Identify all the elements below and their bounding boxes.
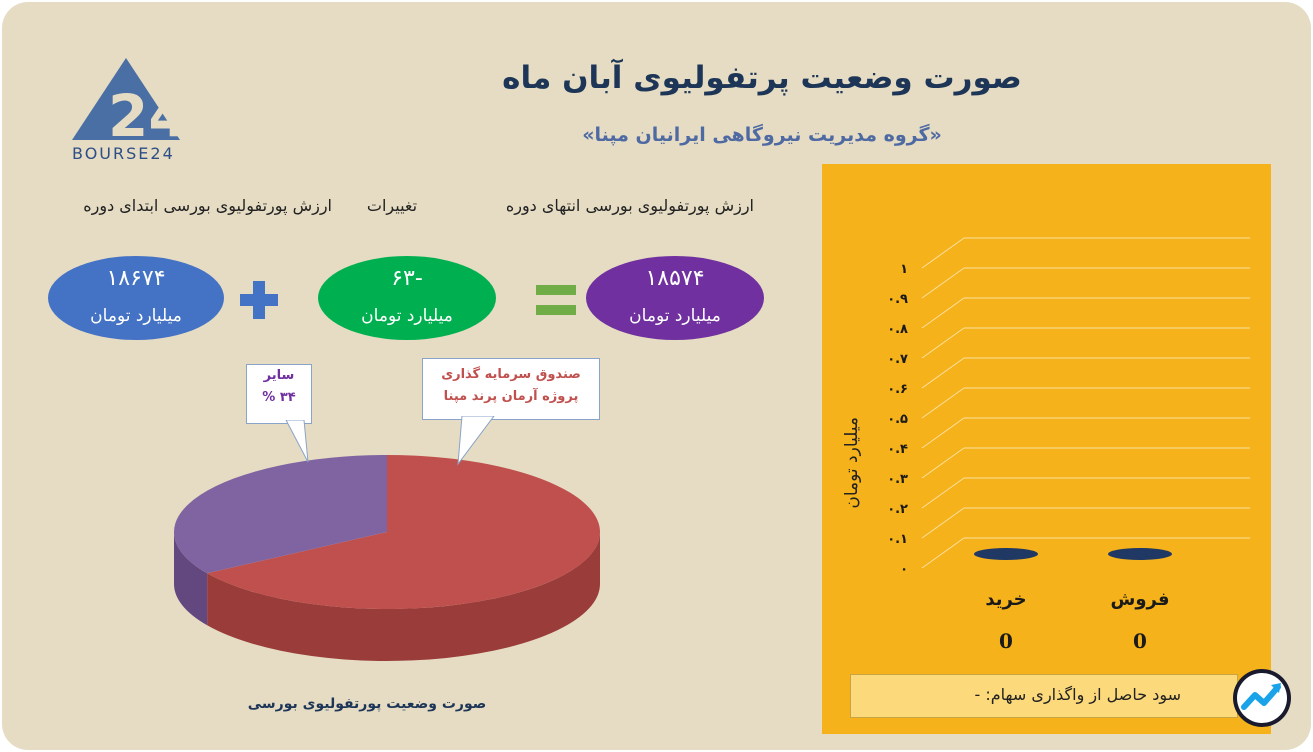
- bar-mark: [974, 548, 1038, 560]
- change-value: -۶۳: [391, 266, 423, 291]
- y-tick-label: ۰.۶: [887, 382, 908, 397]
- callout-other-label: سایر: [263, 368, 295, 383]
- start-value: ۱۸۶۷۴: [106, 266, 166, 291]
- callout-other-pointer: [285, 420, 309, 463]
- grid-slant: [921, 237, 965, 269]
- pie-side-wall: [174, 532, 208, 626]
- grid-slant: [921, 417, 965, 449]
- bourse24-logo-icon: 24: [72, 58, 184, 150]
- pie-side-wall: [207, 532, 601, 661]
- pie-slice-other: [173, 455, 387, 574]
- page-title: صورت وضعیت پرتفولیوی آبان ماه: [502, 60, 1022, 96]
- logo-text: BOURSE24: [72, 144, 175, 163]
- change-unit: میلیارد تومان: [361, 306, 453, 326]
- y-tick-label: ۰.۷: [887, 352, 908, 367]
- trend-badge-icon: [1233, 669, 1291, 727]
- bar-chart: ۰ ۰.۱ ۰.۲ ۰.۳ ۰.۴ ۰.۵ ۰.۶ ۰.۷ ۰.۸ ۰.۹ ۱ فروش 0 خرید 0: [887, 237, 1250, 653]
- y-tick-label: ۰.۴: [887, 442, 908, 457]
- grid-slant: [921, 507, 965, 539]
- start-unit: میلیارد تومان: [90, 306, 182, 326]
- grid-slant: [921, 327, 965, 359]
- end-value-label: ارزش پورتفولیوی بورسی انتهای دوره: [505, 196, 754, 215]
- callout-fund-line2: پروژه آرمان پرند مپنا: [443, 389, 579, 404]
- callout-fund-line1: صندوق سرمایه گذاری: [441, 367, 581, 382]
- page-subtitle: «گروه مدیریت نیروگاهی ایرانیان مپنا»: [582, 124, 942, 146]
- profit-text: سود حاصل از واگذاری سهام: -: [974, 685, 1181, 704]
- change-value-oval: -۶۳ میلیارد تومان: [318, 256, 496, 340]
- y-tick-label: ۰: [900, 562, 908, 577]
- svg-text:24: 24: [108, 82, 184, 150]
- grid-slant: [921, 447, 965, 479]
- grid-slant: [921, 537, 965, 569]
- equals-icon: [536, 285, 576, 315]
- y-tick-label: ۰.۱: [887, 532, 908, 547]
- bar-value-label: 0: [999, 629, 1013, 653]
- bar-value-label: 0: [1133, 629, 1147, 653]
- profit-box: سود حاصل از واگذاری سهام: -: [850, 674, 1238, 718]
- callout-fund: صندوق سرمایه گذاری پروژه آرمان پرند مپنا: [422, 358, 600, 420]
- callout-other: سایر ۳۴ %: [246, 364, 312, 424]
- change-label: تغییرات: [366, 196, 418, 215]
- pie-slice-fund: [207, 455, 601, 609]
- y-tick-label: ۱: [900, 262, 908, 277]
- start-value-oval: ۱۸۶۷۴ میلیارد تومان: [48, 256, 224, 340]
- y-tick-label: ۰.۸: [887, 322, 908, 337]
- pie-chart: [173, 455, 601, 661]
- plus-icon: [240, 281, 278, 319]
- y-tick-label: ۰.۳: [887, 472, 908, 487]
- x-category-label: خرید: [985, 589, 1026, 610]
- end-value: ۱۸۵۷۴: [645, 266, 705, 291]
- grid-slant: [921, 477, 965, 509]
- end-value-oval: ۱۸۵۷۴ میلیارد تومان: [586, 256, 764, 340]
- start-value-label: ارزش پورتفولیوی بورسی ابتدای دوره: [83, 196, 332, 215]
- grid-slant: [921, 297, 965, 329]
- bar-chart-panel: [822, 164, 1271, 734]
- x-category-label: فروش: [1110, 589, 1169, 610]
- grid-slant: [921, 357, 965, 389]
- y-tick-label: ۰.۹: [887, 292, 908, 307]
- pie-caption: صورت وضعیت پورتفولیوی بورسی: [247, 696, 487, 712]
- y-tick-label: ۰.۵: [887, 412, 908, 427]
- grid-slant: [921, 387, 965, 419]
- y-tick-label: ۰.۲: [887, 502, 908, 517]
- callout-fund-pointer: [457, 416, 495, 466]
- bar-mark: [1108, 548, 1172, 560]
- end-unit: میلیارد تومان: [629, 306, 721, 326]
- grid-slant: [921, 267, 965, 299]
- callout-other-percent: ۳۴ %: [262, 390, 296, 405]
